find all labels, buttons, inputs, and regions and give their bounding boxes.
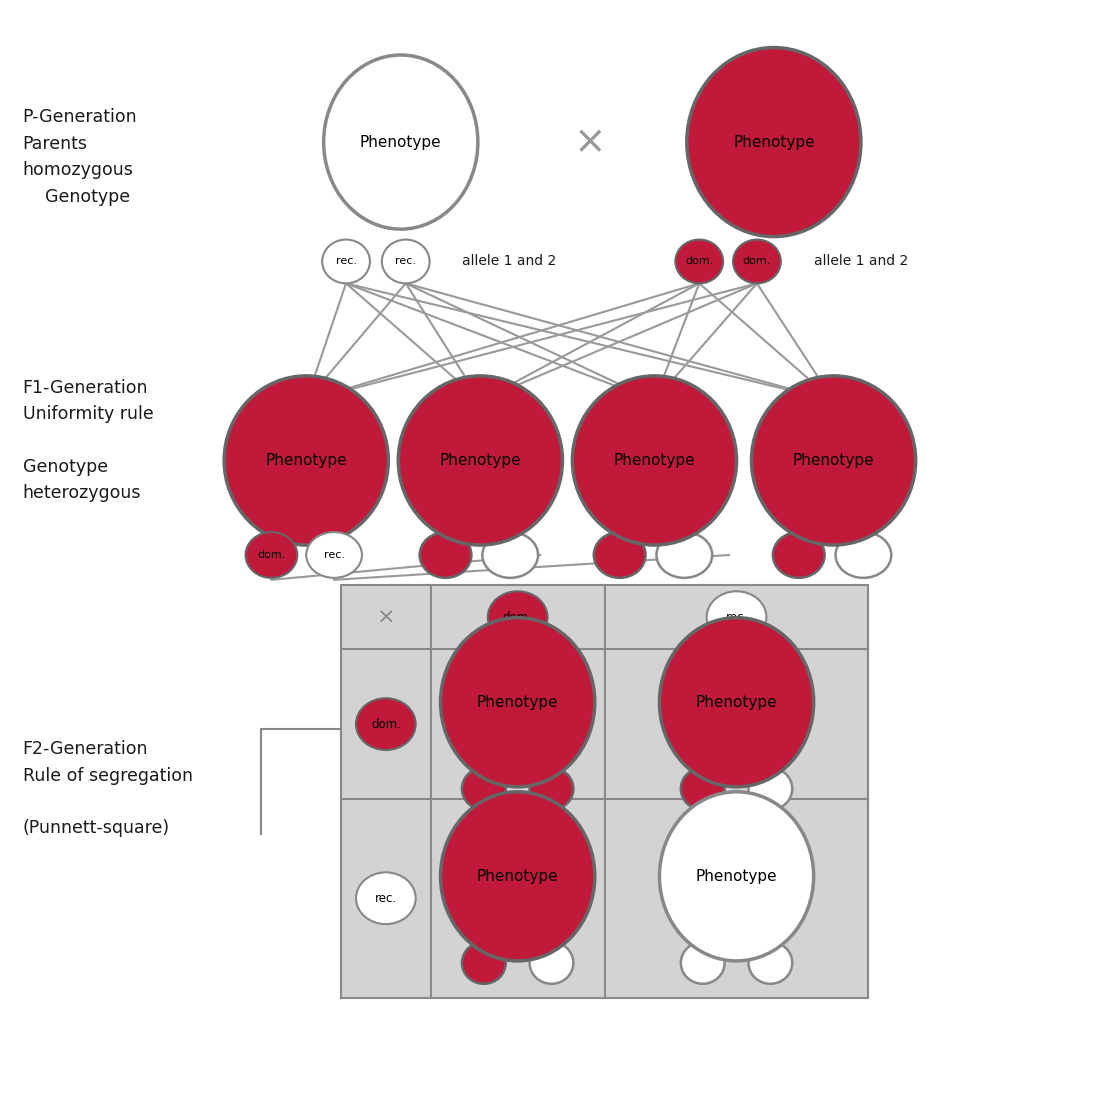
Text: rec.: rec. <box>336 256 356 266</box>
Ellipse shape <box>224 376 388 544</box>
Text: Phenotype: Phenotype <box>360 134 441 150</box>
Ellipse shape <box>382 240 430 284</box>
Text: Phenotype: Phenotype <box>477 869 559 883</box>
Text: rec.: rec. <box>375 892 397 904</box>
Ellipse shape <box>659 618 814 786</box>
Ellipse shape <box>487 592 548 644</box>
Text: Phenotype: Phenotype <box>477 695 559 710</box>
Text: allele 1 and 2: allele 1 and 2 <box>814 254 908 268</box>
Text: allele 1 and 2: allele 1 and 2 <box>462 254 557 268</box>
Ellipse shape <box>420 532 472 578</box>
Text: F1-Generation
Uniformity rule

Genotype
heterozygous: F1-Generation Uniformity rule Genotype h… <box>23 378 153 503</box>
Ellipse shape <box>681 768 725 810</box>
Text: Phenotype: Phenotype <box>733 134 815 150</box>
Text: Phenotype: Phenotype <box>440 453 521 468</box>
Ellipse shape <box>323 55 477 229</box>
Ellipse shape <box>706 592 767 644</box>
Text: Phenotype: Phenotype <box>614 453 695 468</box>
Ellipse shape <box>773 532 825 578</box>
Ellipse shape <box>751 376 915 544</box>
Text: Phenotype: Phenotype <box>793 453 875 468</box>
Ellipse shape <box>529 768 573 810</box>
Ellipse shape <box>356 698 416 750</box>
Ellipse shape <box>686 47 861 236</box>
Ellipse shape <box>748 942 792 983</box>
Text: Phenotype: Phenotype <box>695 695 778 710</box>
Ellipse shape <box>398 376 562 544</box>
Bar <box>341 585 868 998</box>
Ellipse shape <box>306 532 362 578</box>
Text: rec.: rec. <box>323 550 344 560</box>
Ellipse shape <box>657 532 712 578</box>
Ellipse shape <box>482 532 538 578</box>
Ellipse shape <box>356 872 416 924</box>
Ellipse shape <box>245 532 297 578</box>
Ellipse shape <box>529 942 573 983</box>
Text: Phenotype: Phenotype <box>265 453 346 468</box>
Text: dom.: dom. <box>257 550 286 560</box>
Text: Phenotype: Phenotype <box>695 869 778 883</box>
Ellipse shape <box>441 792 595 961</box>
Ellipse shape <box>836 532 891 578</box>
Ellipse shape <box>748 768 792 810</box>
Ellipse shape <box>322 240 370 284</box>
Ellipse shape <box>462 942 506 983</box>
Text: P-Generation
Parents
homozygous
    Genotype: P-Generation Parents homozygous Genotype <box>23 109 138 206</box>
Text: dom.: dom. <box>685 256 714 266</box>
Text: rec.: rec. <box>726 610 748 624</box>
Text: dom.: dom. <box>503 610 532 624</box>
Ellipse shape <box>733 240 781 284</box>
Ellipse shape <box>681 942 725 983</box>
Text: F2-Generation
Rule of segregation

(Punnett-square): F2-Generation Rule of segregation (Punne… <box>23 740 192 837</box>
Ellipse shape <box>462 768 506 810</box>
Ellipse shape <box>441 618 595 786</box>
Ellipse shape <box>594 532 646 578</box>
Text: ×: × <box>573 123 606 161</box>
Text: dom.: dom. <box>371 717 400 730</box>
Ellipse shape <box>675 240 723 284</box>
Text: ×: × <box>376 607 395 627</box>
Text: rec.: rec. <box>395 256 416 266</box>
Ellipse shape <box>659 792 814 961</box>
Ellipse shape <box>572 376 737 544</box>
Text: dom.: dom. <box>742 256 771 266</box>
